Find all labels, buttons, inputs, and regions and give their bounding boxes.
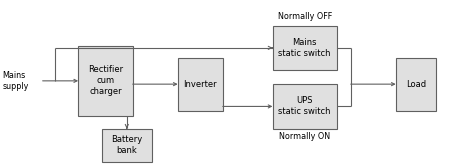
FancyBboxPatch shape [396,58,436,111]
Text: Normally OFF: Normally OFF [278,12,332,21]
Text: UPS
static switch: UPS static switch [278,96,331,116]
FancyBboxPatch shape [273,84,337,129]
Text: Inverter: Inverter [183,80,217,89]
FancyBboxPatch shape [102,129,152,162]
FancyBboxPatch shape [178,58,223,111]
Text: Mains
static switch: Mains static switch [278,38,331,58]
FancyBboxPatch shape [78,46,133,115]
Text: Battery
bank: Battery bank [111,135,142,155]
FancyBboxPatch shape [273,26,337,70]
Text: Normally ON: Normally ON [279,132,330,141]
Text: Rectifier
cum
charger: Rectifier cum charger [88,65,123,97]
Text: Load: Load [406,80,426,89]
Text: Mains
supply: Mains supply [2,71,29,91]
